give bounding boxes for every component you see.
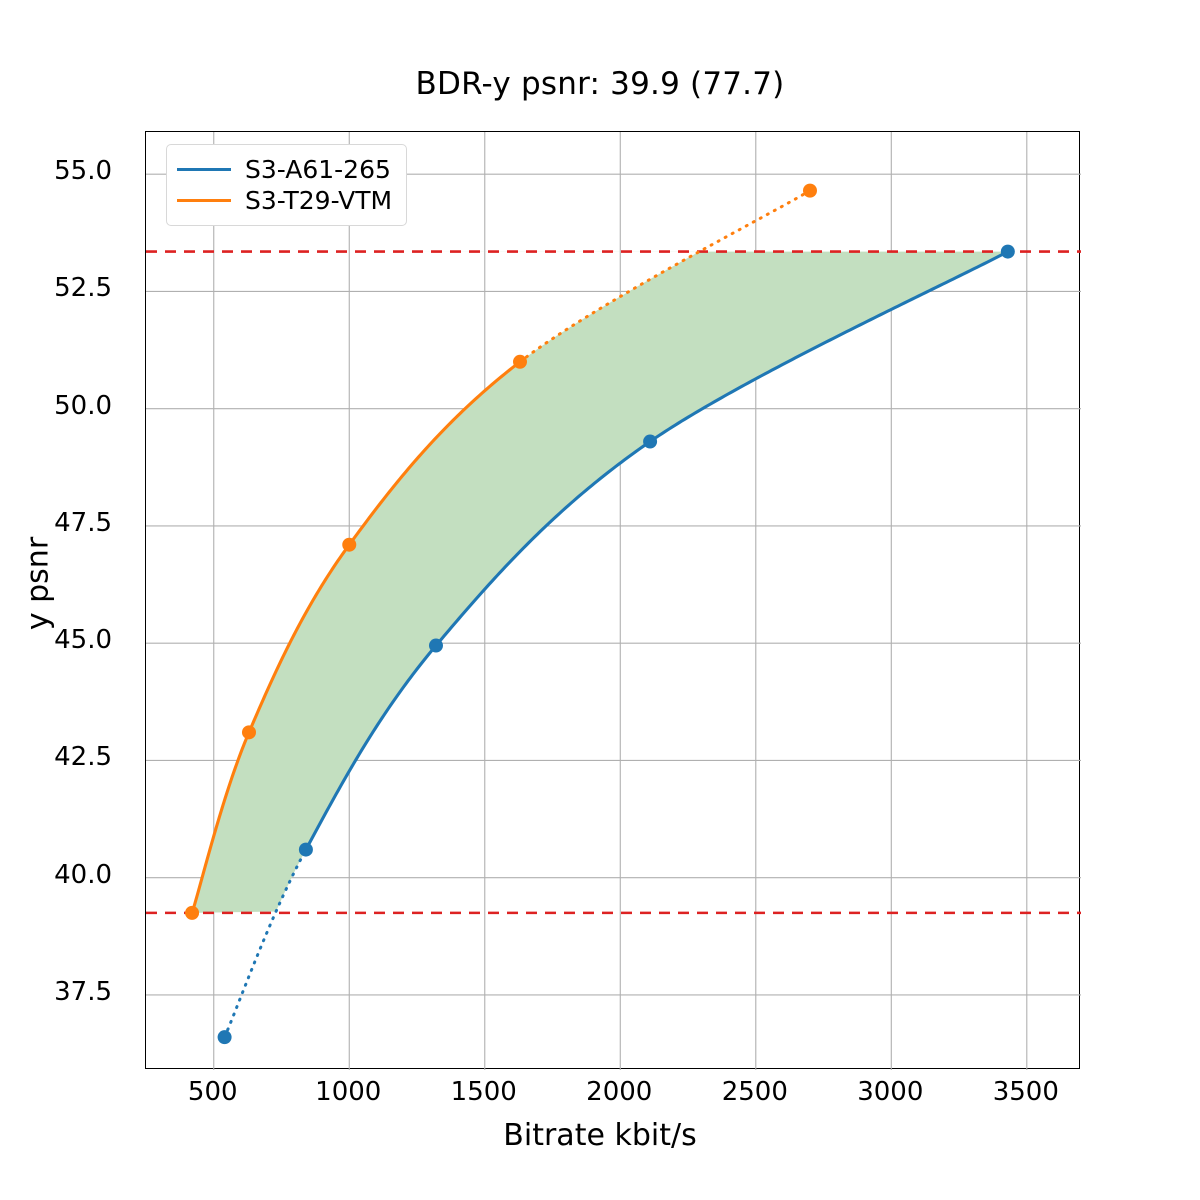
data-point[interactable]	[643, 434, 658, 449]
legend-label: S3-T29-VTM	[245, 186, 393, 215]
legend-label: S3-A61-265	[245, 155, 391, 184]
series-line	[305, 250, 1009, 849]
x-tick-label: 3500	[992, 1077, 1059, 1107]
chart-title: BDR-y psnr: 39.9 (77.7)	[415, 66, 785, 102]
y-tick-label: 45.0	[54, 625, 112, 656]
chart-legend[interactable]: S3-A61-265 S3-T29-VTM	[166, 144, 408, 226]
x-axis-label: Bitrate kbit/s	[503, 1118, 697, 1153]
x-tick-label: 2000	[586, 1077, 653, 1107]
legend-swatch-line-icon	[177, 199, 231, 202]
legend-item-1[interactable]: S3-T29-VTM	[177, 185, 392, 216]
series-line	[190, 360, 522, 914]
data-point[interactable]	[185, 905, 200, 920]
x-tick-label: 1000	[315, 1077, 382, 1107]
series-extrapolation-dotted	[223, 849, 307, 1039]
x-tick-label: 3000	[857, 1077, 924, 1107]
plot-canvas	[146, 132, 1081, 1070]
plot-area: S3-A61-265 S3-T29-VTM	[145, 131, 1081, 1070]
x-tick-label: 500	[187, 1077, 238, 1107]
y-tick-label: 52.5	[54, 273, 112, 304]
data-point[interactable]	[241, 725, 256, 740]
y-tick-label: 50.0	[54, 390, 112, 421]
data-point[interactable]	[513, 354, 527, 369]
data-point[interactable]	[217, 1030, 232, 1045]
data-point[interactable]	[298, 842, 313, 857]
x-tick-label: 1500	[450, 1077, 517, 1107]
data-point[interactable]	[1000, 244, 1015, 259]
data-point[interactable]	[802, 183, 817, 198]
x-tick-label: 2500	[721, 1077, 788, 1107]
y-tick-label: 40.0	[54, 859, 112, 890]
shaded-bd-region	[192, 251, 1008, 913]
y-tick-label: 47.5	[54, 507, 112, 538]
y-tick-label: 37.5	[54, 976, 112, 1007]
legend-item-0[interactable]: S3-A61-265	[177, 154, 392, 185]
data-point[interactable]	[342, 537, 357, 552]
y-tick-label: 55.0	[54, 156, 112, 187]
y-tick-label: 42.5	[54, 742, 112, 773]
legend-swatch-line-icon	[177, 168, 231, 171]
series-extrapolation-dotted	[518, 189, 812, 364]
data-point[interactable]	[428, 638, 443, 653]
